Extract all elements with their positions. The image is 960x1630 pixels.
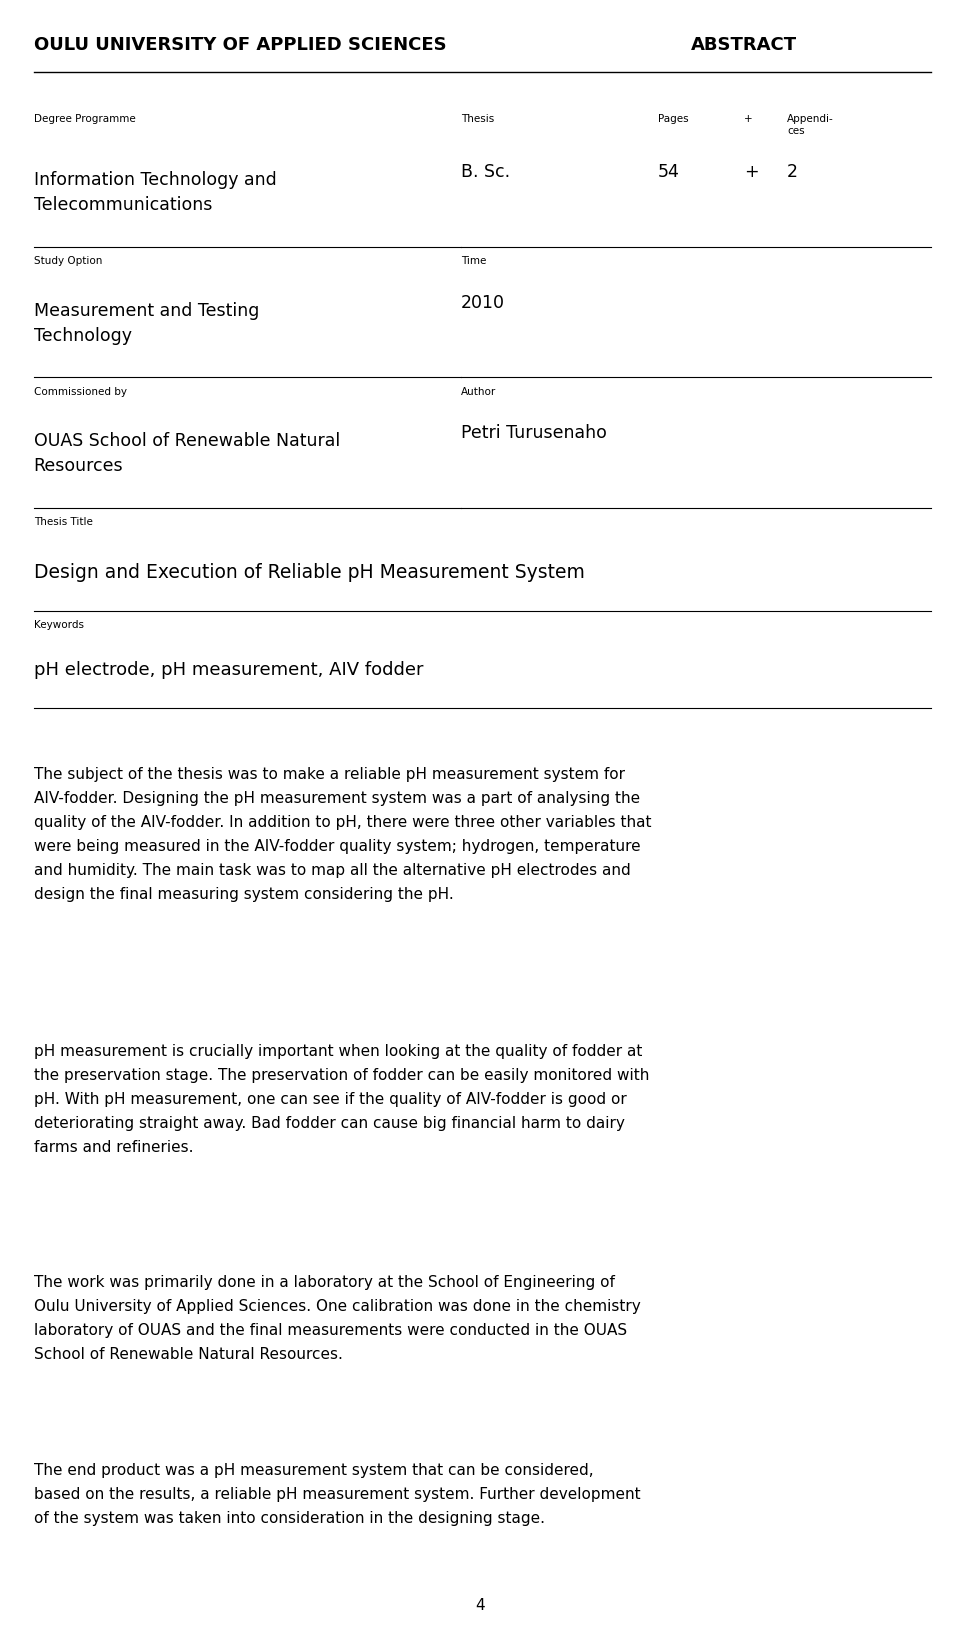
Text: ABSTRACT: ABSTRACT <box>691 36 798 54</box>
Text: Time: Time <box>461 256 486 266</box>
Text: 4: 4 <box>475 1597 485 1612</box>
Text: 2010: 2010 <box>461 293 505 311</box>
Text: Author: Author <box>461 386 496 396</box>
Text: Petri Turusenaho: Petri Turusenaho <box>461 424 607 442</box>
Text: Keywords: Keywords <box>34 619 84 629</box>
Text: The subject of the thesis was to make a reliable pH measurement system for
AIV-f: The subject of the thesis was to make a … <box>34 766 651 901</box>
Text: Commissioned by: Commissioned by <box>34 386 127 396</box>
Text: pH electrode, pH measurement, AIV fodder: pH electrode, pH measurement, AIV fodder <box>34 660 423 678</box>
Text: Thesis: Thesis <box>461 114 494 124</box>
Text: Degree Programme: Degree Programme <box>34 114 135 124</box>
Text: +: + <box>744 114 753 124</box>
Text: OULU UNIVERSITY OF APPLIED SCIENCES: OULU UNIVERSITY OF APPLIED SCIENCES <box>34 36 446 54</box>
Text: +: + <box>744 163 758 181</box>
Text: B. Sc.: B. Sc. <box>461 163 510 181</box>
Text: Measurement and Testing
Technology: Measurement and Testing Technology <box>34 302 259 344</box>
Text: Pages: Pages <box>658 114 688 124</box>
Text: OUAS School of Renewable Natural
Resources: OUAS School of Renewable Natural Resourc… <box>34 432 340 474</box>
Text: Information Technology and
Telecommunications: Information Technology and Telecommunica… <box>34 171 276 214</box>
Text: pH measurement is crucially important when looking at the quality of fodder at
t: pH measurement is crucially important wh… <box>34 1043 649 1154</box>
Text: Design and Execution of Reliable pH Measurement System: Design and Execution of Reliable pH Meas… <box>34 562 585 582</box>
Text: Study Option: Study Option <box>34 256 102 266</box>
Text: Thesis Title: Thesis Title <box>34 517 92 526</box>
Text: Appendi-
ces: Appendi- ces <box>787 114 834 135</box>
Text: 54: 54 <box>658 163 680 181</box>
Text: The work was primarily done in a laboratory at the School of Engineering of
Oulu: The work was primarily done in a laborat… <box>34 1275 640 1361</box>
Text: The end product was a pH measurement system that can be considered,
based on the: The end product was a pH measurement sys… <box>34 1462 640 1526</box>
Text: 2: 2 <box>787 163 798 181</box>
